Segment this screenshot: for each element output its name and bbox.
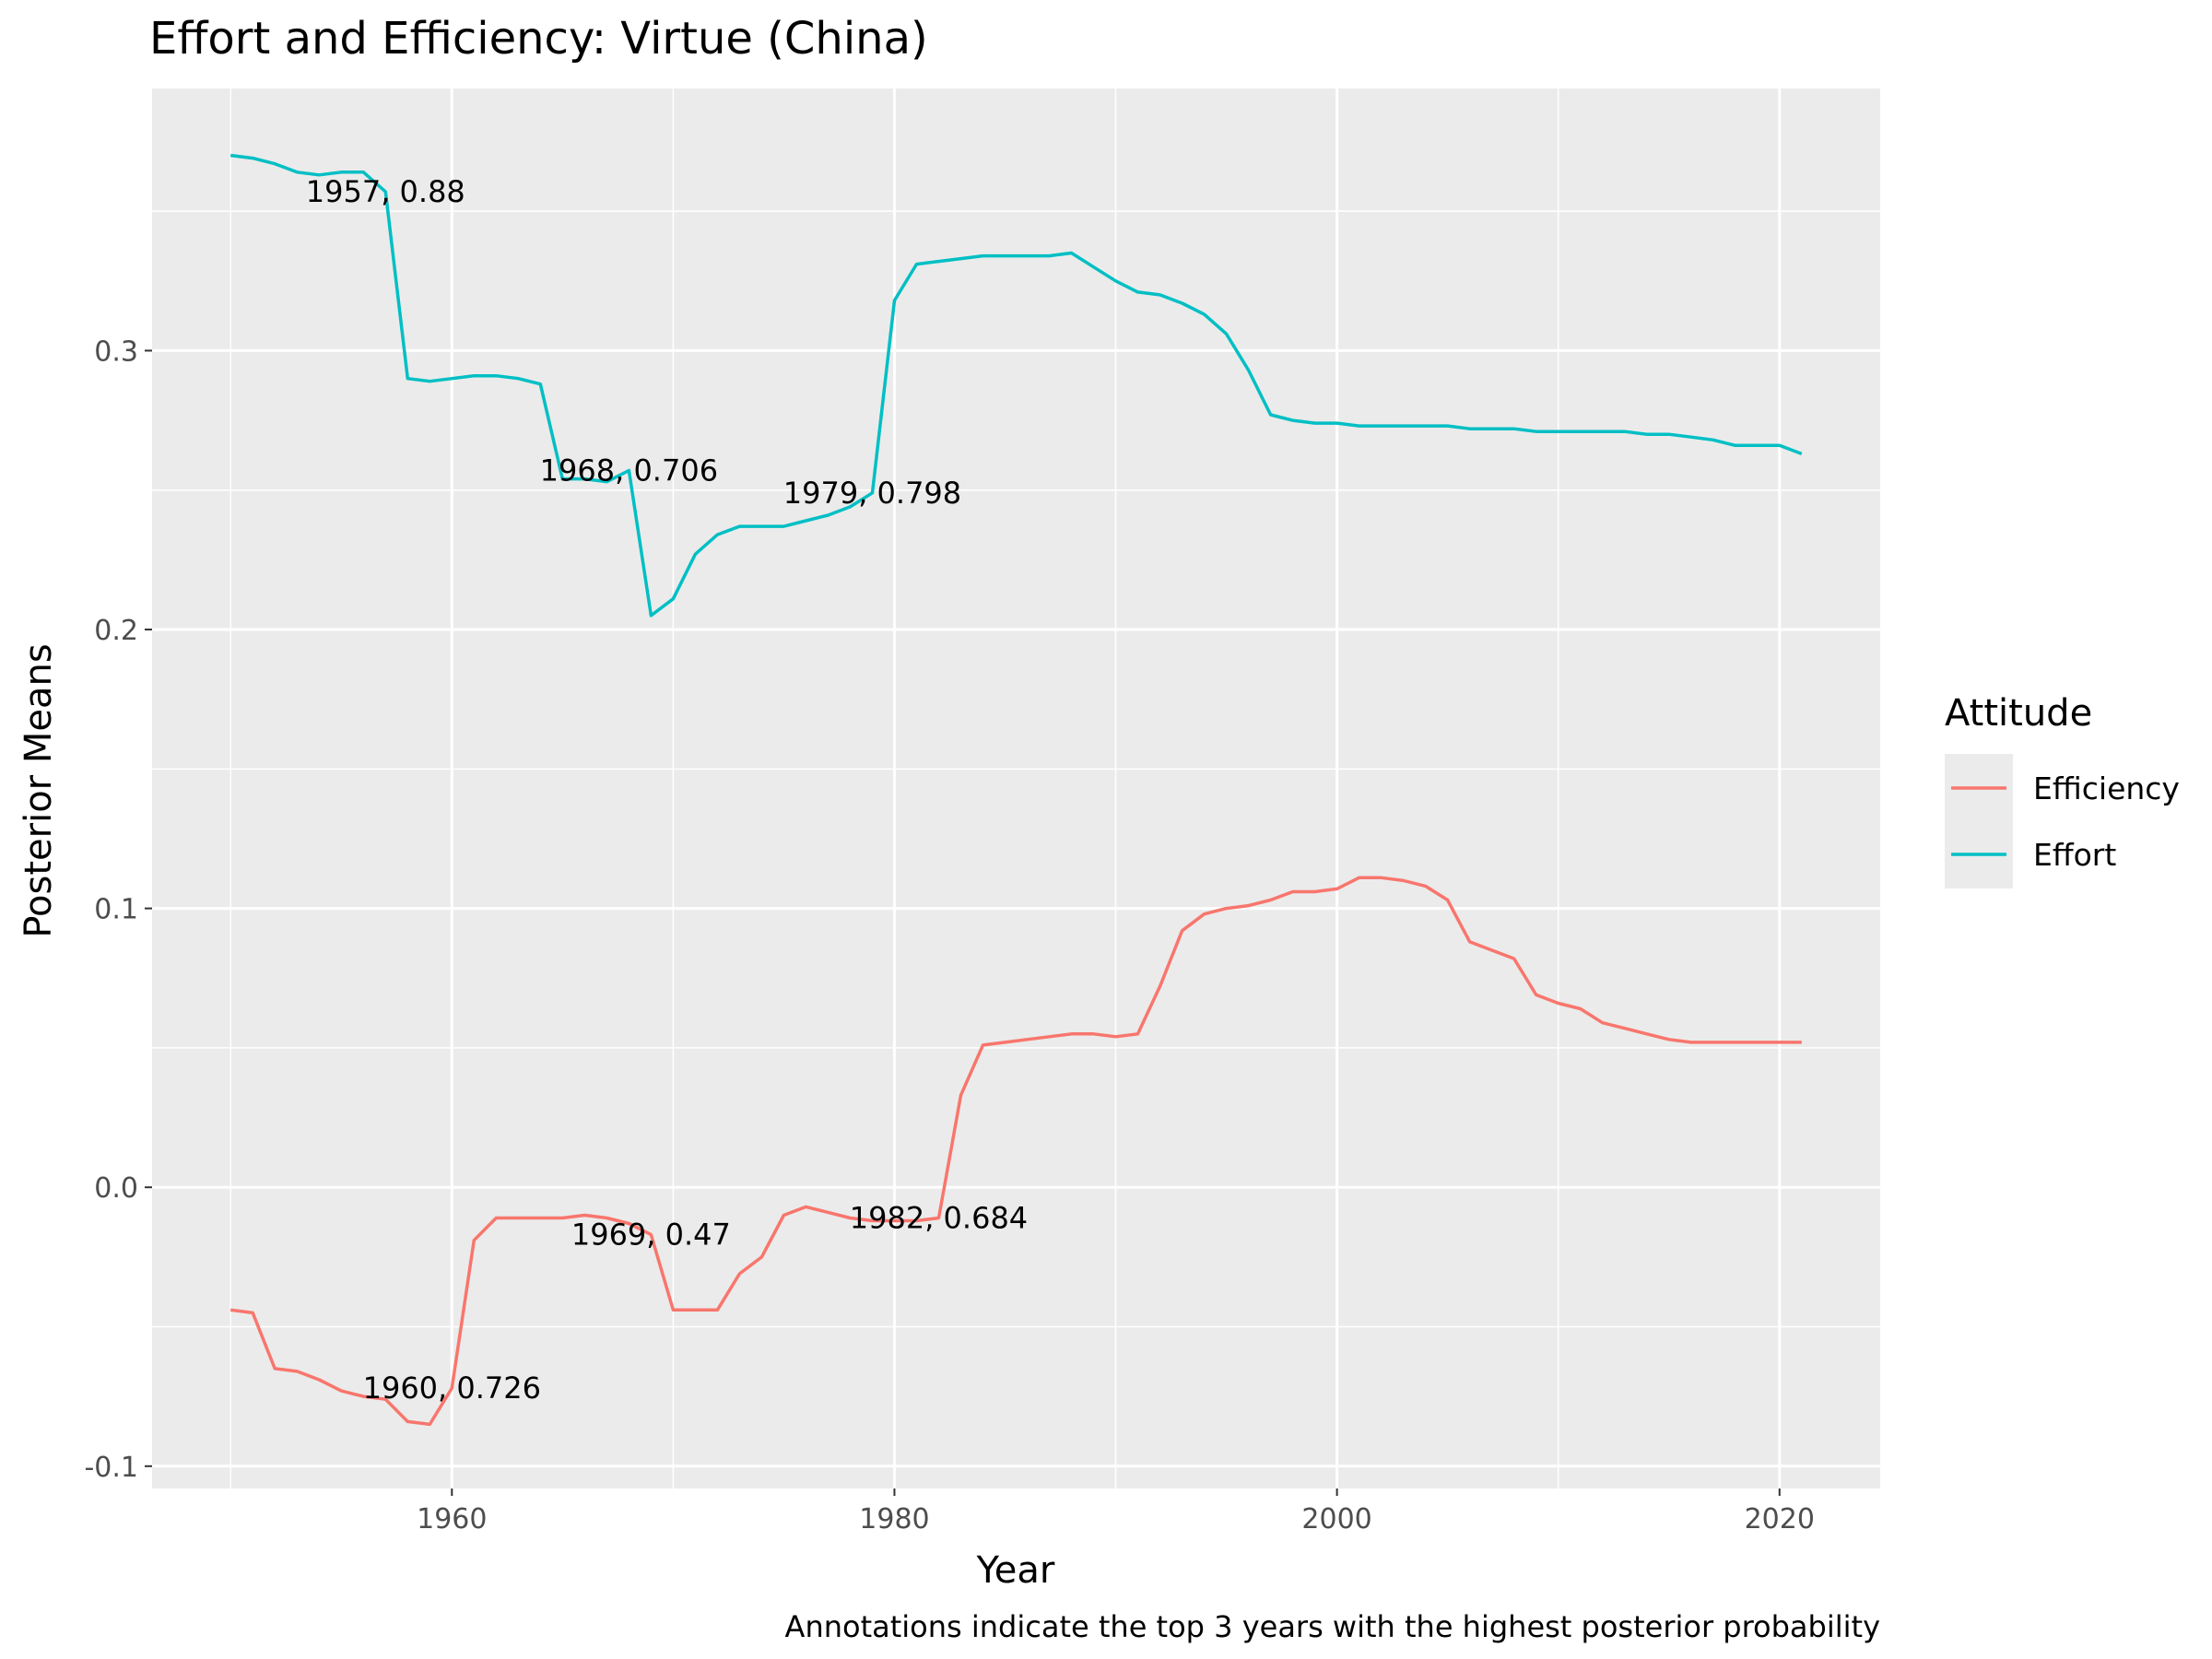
annotation-label: 1982, 0.684 [850,1200,1028,1235]
chart-caption: Annotations indicate the top 3 years wit… [785,1609,1880,1644]
annotation-label: 1957, 0.88 [306,174,465,209]
y-tick-label: 0.1 [94,894,138,926]
minor-gridlines [152,88,1880,1488]
legend-label-effort: Effort [2033,837,2116,873]
y-tick-label: 0.0 [94,1172,138,1205]
annotation-label: 1960, 0.726 [363,1371,541,1406]
plot-panel [152,88,1880,1488]
x-axis: 1960 1980 2000 2020 [417,1488,1815,1535]
annotations: 1957, 0.88 1968, 0.706 1979, 0.798 1969, 0.… [306,174,1028,1406]
legend-label-efficiency: Efficiency [2033,771,2180,806]
x-tick-label: 1980 [859,1503,929,1535]
chart-title: Effort and Efficiency: Virtue (China) [149,13,928,65]
annotation-label: 1968, 0.706 [540,453,718,488]
x-axis-title: Year [976,1549,1055,1592]
x-tick-label: 2020 [1745,1503,1815,1535]
legend: Attitude Efficiency Effort [1945,692,2180,888]
y-tick-label: 0.2 [94,615,138,647]
legend-key-background [1945,754,2013,888]
series-lines [229,153,1803,1427]
series-line-efficiency [229,876,1802,1427]
y-axis-title: Posterior Means [18,643,60,937]
annotation-label: 1969, 0.47 [571,1218,731,1253]
series-line-effort [229,153,1803,618]
x-tick-label: 2000 [1301,1503,1371,1535]
y-tick-label: 0.3 [94,335,138,368]
major-gridlines [152,88,1880,1488]
x-tick-label: 1960 [417,1503,487,1535]
legend-title: Attitude [1945,692,2092,735]
y-tick-label: -0.1 [84,1452,138,1484]
y-axis: -0.1 0.0 0.1 0.2 0.3 [84,335,152,1484]
annotation-label: 1979, 0.798 [783,476,961,511]
